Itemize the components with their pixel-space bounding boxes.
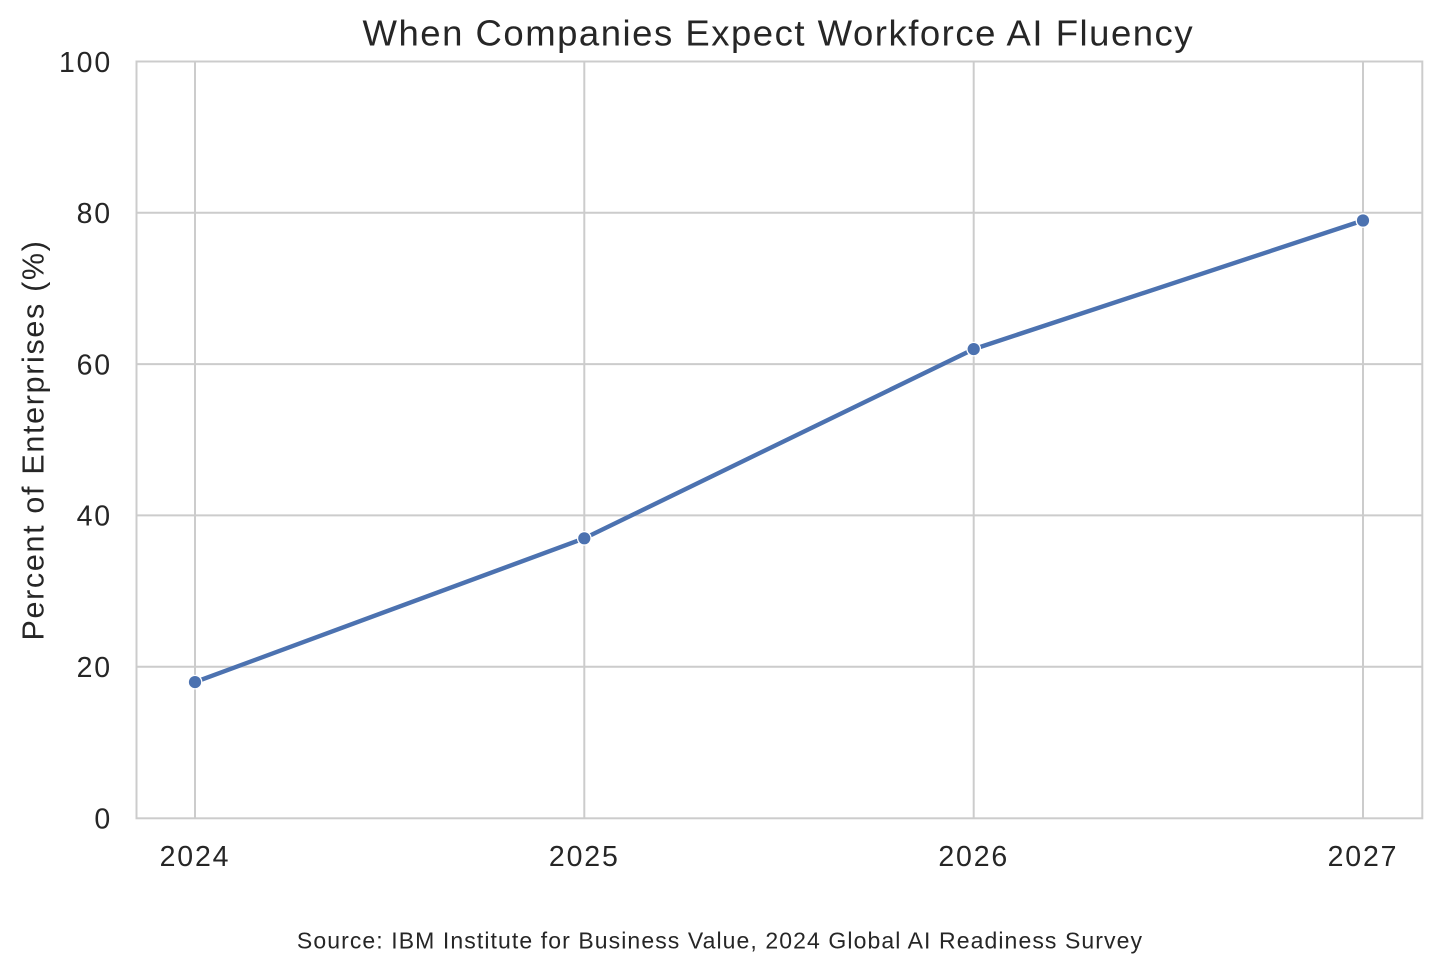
svg-text:60: 60 bbox=[77, 349, 112, 381]
svg-text:2024: 2024 bbox=[160, 841, 231, 873]
svg-text:Source: IBM Institute for Busi: Source: IBM Institute for Business Value… bbox=[297, 928, 1143, 954]
svg-text:20: 20 bbox=[77, 652, 112, 684]
svg-text:2026: 2026 bbox=[938, 841, 1009, 873]
svg-text:40: 40 bbox=[77, 501, 112, 533]
svg-text:2027: 2027 bbox=[1328, 841, 1399, 873]
svg-text:2025: 2025 bbox=[549, 841, 620, 873]
svg-text:0: 0 bbox=[94, 804, 112, 836]
svg-text:Percent of Enterprises (%): Percent of Enterprises (%) bbox=[17, 239, 51, 640]
svg-text:When Companies Expect Workforc: When Companies Expect Workforce AI Fluen… bbox=[362, 12, 1194, 53]
svg-text:100: 100 bbox=[59, 47, 112, 79]
svg-text:80: 80 bbox=[77, 198, 112, 230]
